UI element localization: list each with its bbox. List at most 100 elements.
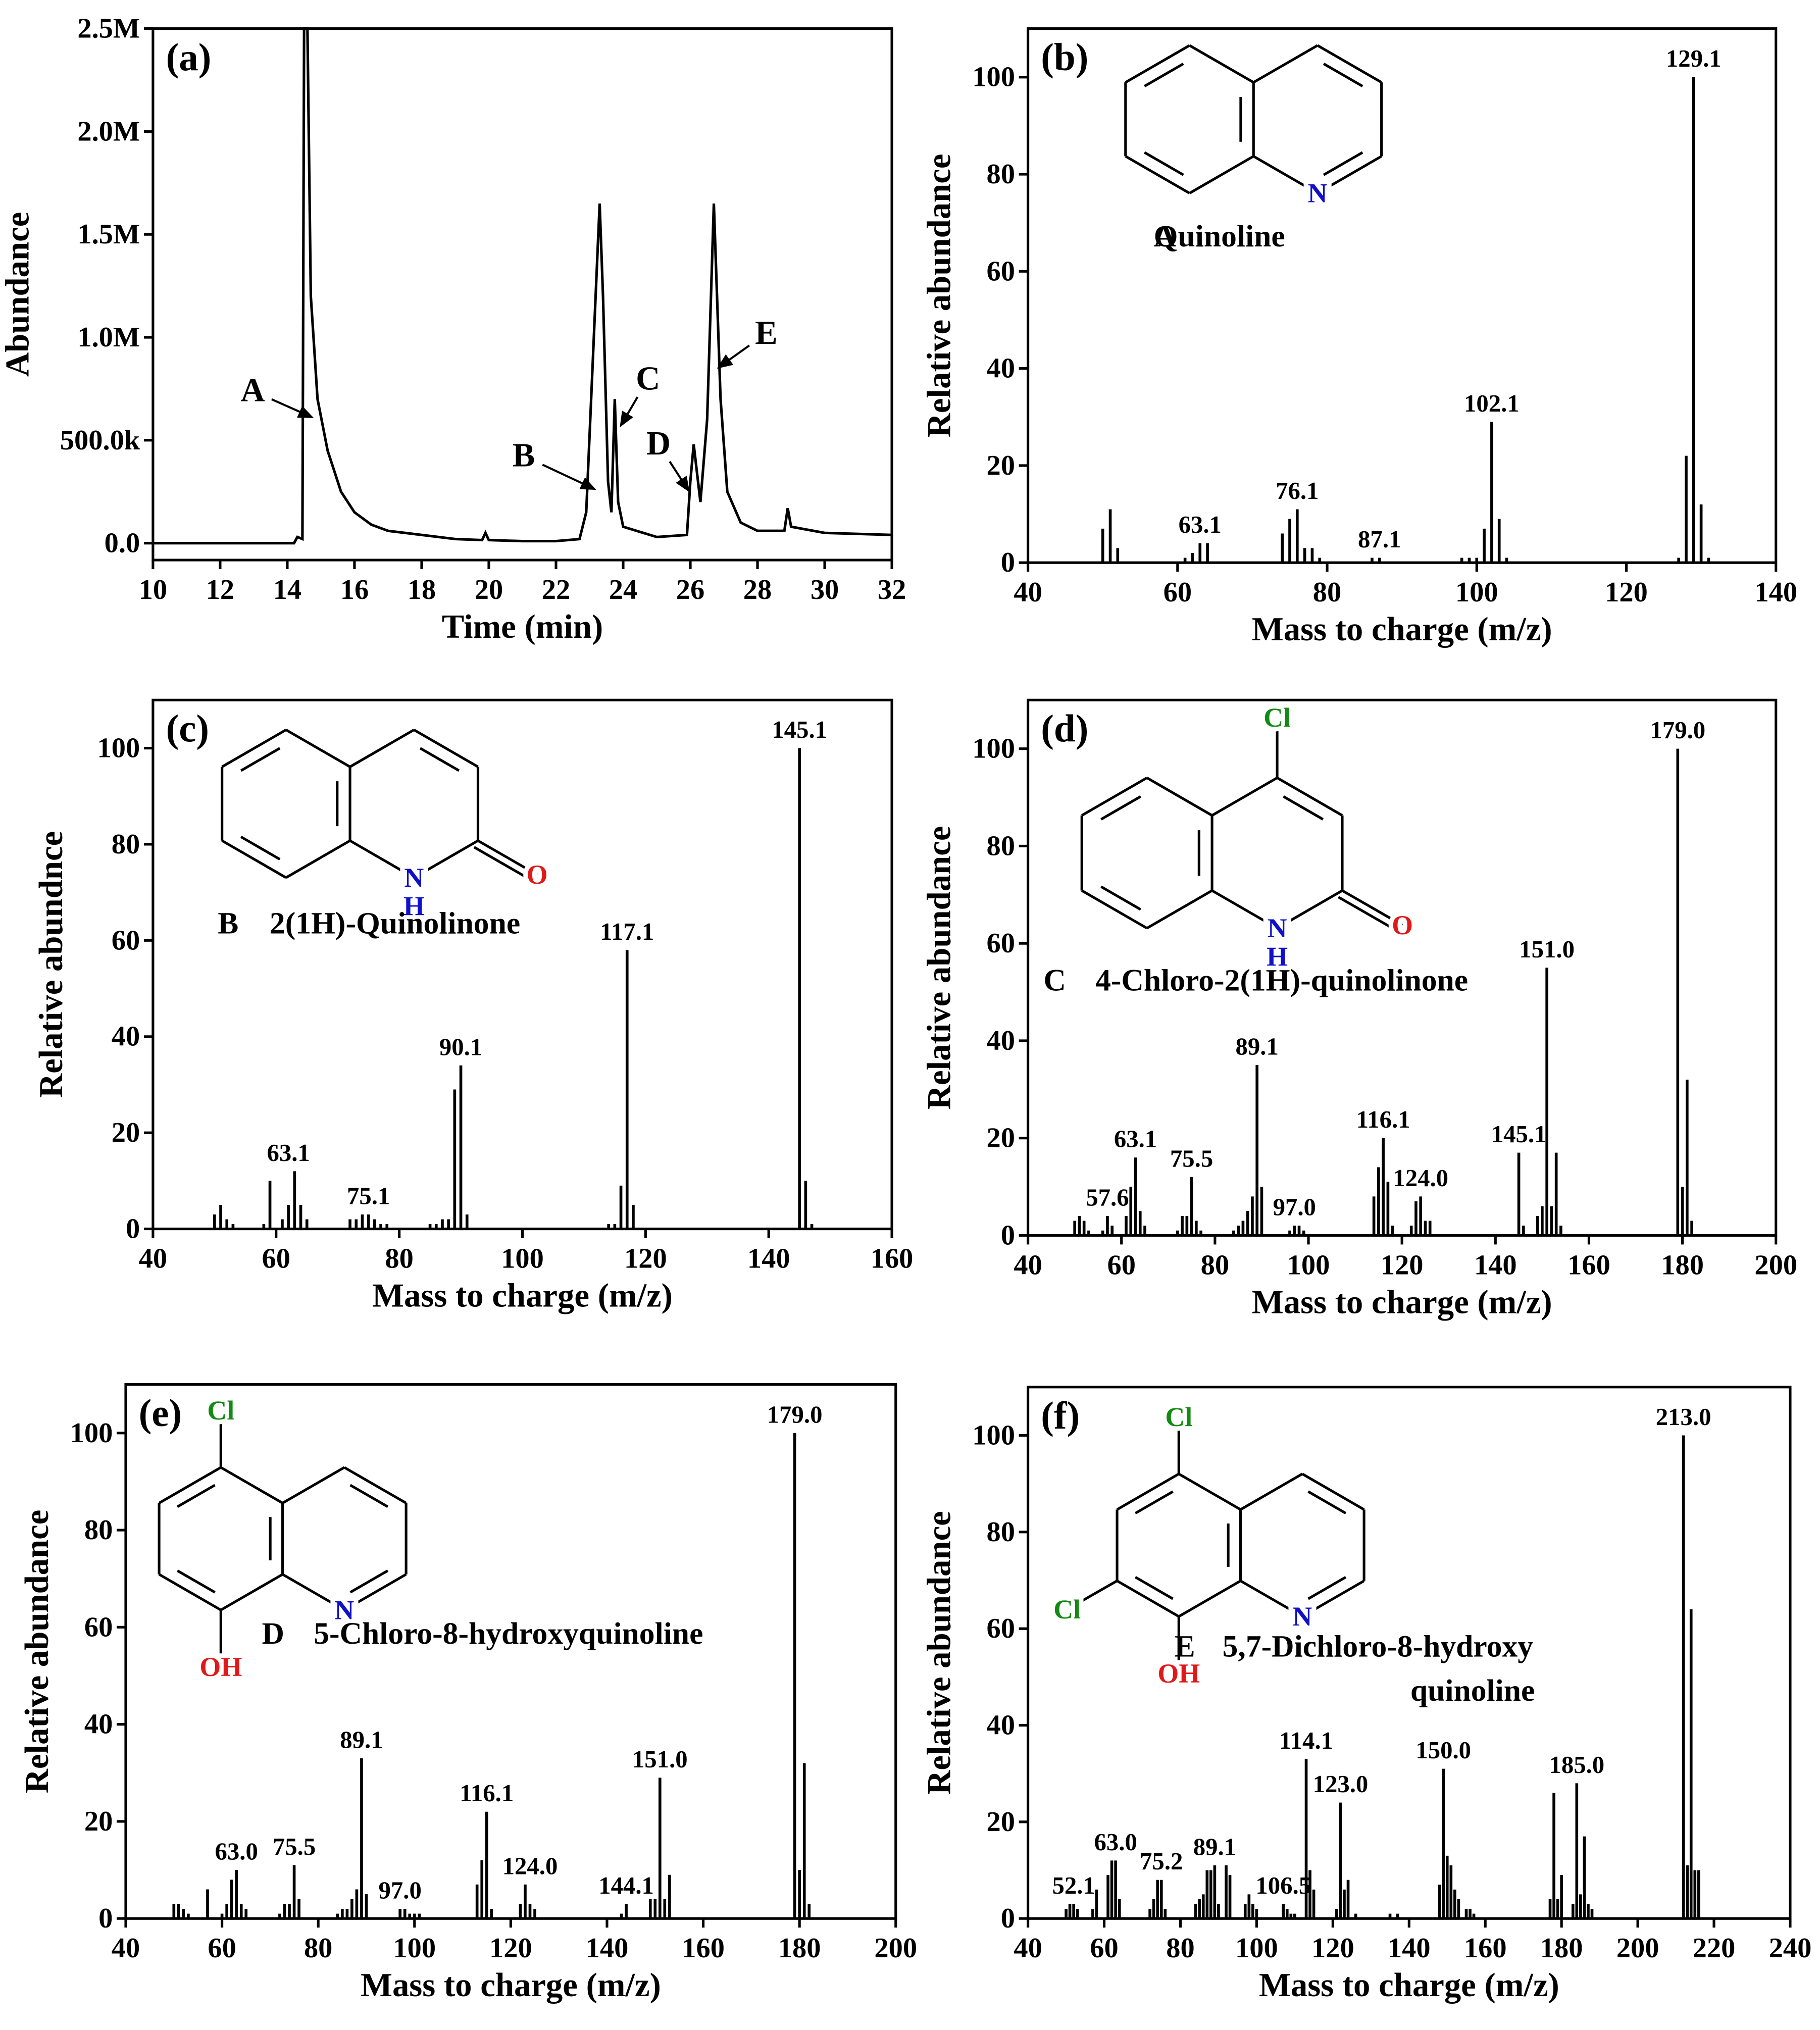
y-tick-label: 0 — [1001, 547, 1015, 578]
bond — [1301, 1580, 1365, 1618]
peak-label: 87.1 — [1358, 526, 1401, 553]
x-tick-label: 180 — [778, 1933, 821, 1964]
peak-label: 63.1 — [1114, 1126, 1157, 1153]
x-tick-label: 120 — [1605, 577, 1648, 608]
double-bond — [1144, 63, 1184, 87]
y-tick-label: 20 — [986, 450, 1015, 481]
x-tick-label: 30 — [811, 574, 839, 605]
y-axis-title: Abundance — [0, 212, 36, 377]
peak-label: 117.1 — [600, 918, 654, 945]
peak-label: 114.1 — [1279, 1727, 1333, 1754]
compound-name: 5-Chloro-8-hydroxyquinoline — [314, 1616, 703, 1651]
peak-label: 75.2 — [1140, 1848, 1183, 1875]
x-tick-label: 32 — [878, 574, 906, 605]
x-axis-title: Mass to charge (m/z) — [1259, 1967, 1559, 2004]
x-tick-label: 100 — [1455, 577, 1498, 608]
plot-frame — [151, 27, 893, 562]
peak-label: 151.0 — [632, 1746, 688, 1773]
peak-label: 123.0 — [1313, 1770, 1369, 1798]
arrow-head — [579, 477, 596, 490]
peak-label: 76.1 — [1276, 477, 1319, 504]
x-tick-label: 60 — [1107, 1249, 1135, 1281]
substituent-bond — [1341, 889, 1403, 927]
peak-label: 179.0 — [1650, 717, 1705, 744]
y-tick-label: 60 — [986, 256, 1015, 287]
atom-label: O — [1392, 910, 1413, 940]
peak-label: 185.0 — [1549, 1751, 1604, 1779]
bond — [221, 839, 287, 879]
peak-label: 89.1 — [1193, 1833, 1236, 1860]
peak-label: 52.1 — [1052, 1872, 1095, 1899]
y-axis-title: Relative abundance — [921, 154, 958, 438]
bond — [158, 1573, 222, 1611]
x-tick-label: 180 — [1661, 1249, 1704, 1281]
y-tick-label: 40 — [986, 1709, 1015, 1741]
atom-label: O — [527, 859, 548, 890]
double-bond — [349, 1569, 389, 1594]
x-tick-label: 100 — [393, 1933, 436, 1964]
compound-id: B — [218, 906, 238, 940]
compound-name: 2(1H)-Quinolinone — [270, 906, 520, 940]
y-tick-label: 2.5M — [77, 13, 140, 44]
peak-label: 213.0 — [1656, 1403, 1711, 1431]
compound-id: D — [262, 1616, 284, 1651]
y-tick-label: 60 — [112, 925, 140, 956]
y-tick-label: 100 — [70, 1417, 113, 1449]
bond — [343, 1573, 407, 1611]
bond — [285, 729, 351, 768]
peak-label: 75.1 — [347, 1183, 390, 1210]
x-tick-label: 80 — [1166, 1933, 1194, 1964]
double-bond — [1100, 885, 1142, 911]
x-tick-label: 40 — [1014, 577, 1042, 608]
bond — [221, 729, 287, 768]
atom-label: Cl — [1165, 1402, 1192, 1432]
compound-name: Quinoline — [1154, 219, 1285, 253]
arrow-head — [297, 405, 314, 418]
peak-label: 144.1 — [598, 1872, 654, 1899]
plot-frame — [1027, 27, 1778, 564]
y-tick-label: 80 — [986, 1516, 1015, 1548]
peak-label: 63.1 — [267, 1139, 310, 1166]
x-tick-label: 200 — [1616, 1933, 1659, 1964]
peak-annotation: A — [240, 372, 265, 409]
bond — [1276, 777, 1343, 817]
y-tick-label: 0.0 — [105, 528, 140, 559]
y-tick-label: 20 — [84, 1806, 113, 1837]
bond — [349, 839, 415, 879]
y-tick-label: 20 — [112, 1117, 140, 1148]
x-tick-label: 220 — [1693, 1933, 1736, 1964]
panel-label: (d) — [1041, 706, 1088, 750]
bond — [1116, 1580, 1180, 1618]
atom-label: Cl — [1263, 702, 1291, 733]
y-tick-label: 60 — [986, 1613, 1015, 1644]
x-tick-label: 140 — [586, 1933, 629, 1964]
double-bond — [176, 1484, 216, 1508]
double-bond — [240, 835, 281, 860]
y-tick-label: 80 — [986, 159, 1015, 190]
peak-label: 75.5 — [273, 1833, 316, 1860]
x-axis-title: Time (min) — [442, 608, 603, 645]
x-axis-title: Mass to charge (m/z) — [361, 1967, 661, 2004]
atom-label: OH — [1157, 1658, 1200, 1689]
x-tick-label: 80 — [385, 1243, 413, 1275]
y-tick-label: 40 — [112, 1021, 140, 1052]
x-tick-label: 10 — [139, 574, 167, 605]
x-axis-title: Mass to charge (m/z) — [372, 1278, 673, 1314]
y-tick-label: 80 — [986, 830, 1015, 861]
double-bond — [176, 1569, 216, 1594]
x-tick-label: 26 — [676, 574, 704, 605]
y-tick-label: 80 — [112, 829, 140, 860]
y-tick-label: 100 — [972, 62, 1015, 93]
double-bond — [1323, 151, 1363, 176]
bond — [1252, 44, 1319, 84]
panel-label: (c) — [166, 706, 209, 750]
bond — [1240, 1473, 1303, 1511]
double-bond — [349, 1484, 389, 1508]
arrow-head — [676, 476, 690, 492]
peak-label: 89.1 — [1236, 1033, 1279, 1060]
peak-label: 129.1 — [1666, 45, 1722, 72]
bond — [349, 729, 415, 768]
x-tick-label: 140 — [1388, 1933, 1431, 1964]
chromatogram-line — [153, 27, 892, 545]
